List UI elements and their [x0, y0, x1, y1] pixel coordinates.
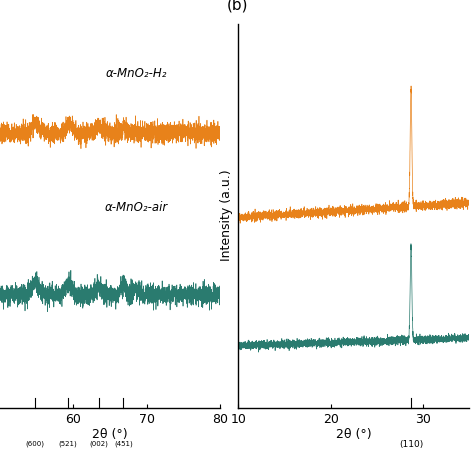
- Text: (451): (451): [114, 440, 133, 447]
- Text: (110): (110): [399, 440, 423, 449]
- X-axis label: 2θ (°): 2θ (°): [92, 428, 128, 441]
- X-axis label: 2θ (°): 2θ (°): [336, 428, 372, 441]
- Y-axis label: Intensity (a.u.): Intensity (a.u.): [219, 170, 233, 262]
- Text: (600): (600): [26, 440, 45, 447]
- Text: α-MnO₂-H₂: α-MnO₂-H₂: [106, 67, 167, 80]
- Text: (b): (b): [227, 0, 248, 12]
- Text: (521): (521): [59, 440, 78, 447]
- Text: (002): (002): [90, 440, 109, 447]
- Text: α-MnO₂-air: α-MnO₂-air: [105, 201, 168, 215]
